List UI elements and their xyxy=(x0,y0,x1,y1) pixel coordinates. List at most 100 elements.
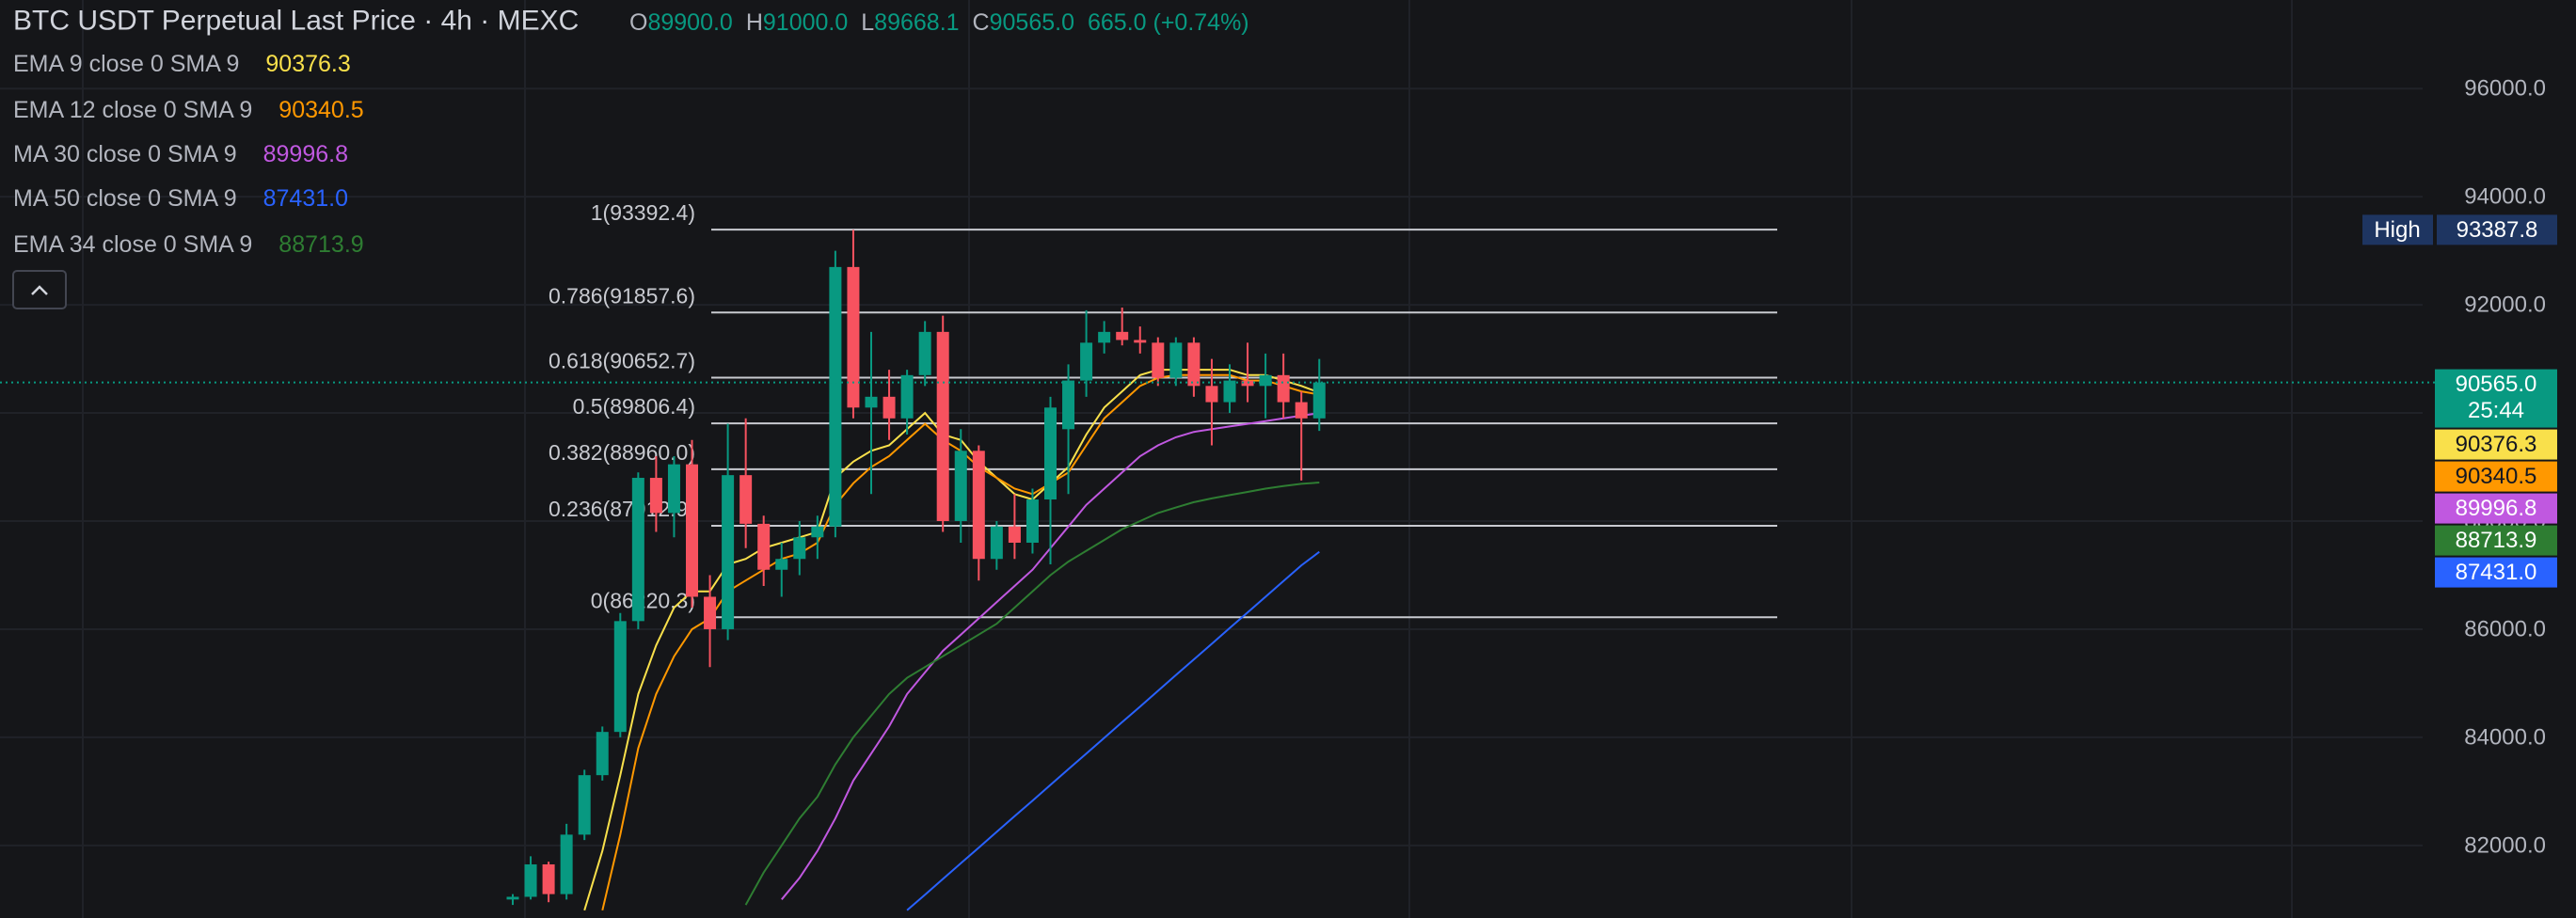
y-tick-label: 94000.0 xyxy=(2464,184,2546,210)
high-label-box xyxy=(2362,214,2433,245)
y-tick-label: 92000.0 xyxy=(2464,293,2546,318)
candle-body xyxy=(1205,386,1218,403)
candle-body xyxy=(739,475,753,524)
legend-name: MA 30 close 0 SMA 9 xyxy=(13,141,237,167)
legend: EMA 9 close 0 SMA 9 90376.3 EMA 12 close 0… xyxy=(13,51,364,258)
candle-body xyxy=(900,374,914,419)
candle-body xyxy=(1295,402,1308,419)
collapse-button[interactable] xyxy=(12,270,67,309)
change-value: 665.0 (+0.74%) xyxy=(1088,9,1249,36)
ohlc-letter: L xyxy=(861,9,874,36)
legend-name: EMA 12 close 0 SMA 9 xyxy=(13,97,252,123)
ma-price-value: 89996.8 xyxy=(2456,496,2537,521)
candle-body xyxy=(578,775,591,835)
candle-body xyxy=(631,478,644,622)
legend-value: 87431.0 xyxy=(263,185,348,212)
candle-body xyxy=(990,526,1003,560)
candle-body xyxy=(613,621,627,733)
chevron-up-icon[interactable] xyxy=(31,285,48,295)
price-axis: 82000.084000.086000.088000.090000.092000… xyxy=(0,76,2557,858)
candle-body xyxy=(1098,331,1111,343)
candle-body xyxy=(1062,380,1075,430)
countdown: 25:44 xyxy=(2468,398,2524,423)
candle-body xyxy=(972,451,985,560)
candle-body xyxy=(686,464,698,597)
candle-body xyxy=(1187,342,1201,387)
ma-price-tag xyxy=(2435,525,2557,556)
fib-level-label: 0.618(90652.7) xyxy=(549,349,695,373)
ohlc-letter: O xyxy=(629,9,647,36)
fib-level-label: 0.382(88960.0) xyxy=(549,440,695,465)
candle-body xyxy=(667,464,680,514)
ohlc-value: 91000.0 xyxy=(763,9,848,36)
candle-body xyxy=(649,478,662,514)
candle-body xyxy=(847,266,860,408)
candle-body xyxy=(560,834,573,894)
ohlc-value: 89900.0 xyxy=(647,9,732,36)
ma-line xyxy=(744,482,1320,906)
legend-name: MA 50 close 0 SMA 9 xyxy=(13,185,237,212)
fib-level-label: 1(93392.4) xyxy=(591,200,695,225)
legend-value: 88713.9 xyxy=(278,231,363,258)
ma-price-value: 87431.0 xyxy=(2456,560,2537,585)
ohlc-letter: H xyxy=(746,9,763,36)
chart-title: BTC USDT Perpetual Last Price · 4h · MEX… xyxy=(13,6,579,37)
candle-body xyxy=(1169,342,1183,378)
candle-body xyxy=(704,596,717,629)
ma-price-tag xyxy=(2435,493,2557,524)
ma-price-tag xyxy=(2435,461,2557,492)
y-tick-label: 82000.0 xyxy=(2464,832,2546,858)
candle-body xyxy=(1026,499,1039,544)
candle-body xyxy=(829,266,842,527)
candle-body xyxy=(811,526,824,538)
candle-body xyxy=(793,537,806,560)
candle-body xyxy=(722,475,735,629)
candle-body xyxy=(1259,374,1272,387)
ohlc-value: 89668.1 xyxy=(874,9,959,36)
button-frame[interactable] xyxy=(12,270,67,309)
header: BTC USDT Perpetual Last Price · 4h · MEX… xyxy=(13,6,1249,37)
fib-level-label: 0.5(89806.4) xyxy=(573,394,695,419)
ohlc-value: 90565.0 xyxy=(990,9,1074,36)
last-price-tag xyxy=(2435,369,2557,428)
last-price-value: 90565.0 xyxy=(2456,372,2537,397)
y-tick-label: 96000.0 xyxy=(2464,76,2546,102)
legend-value: 90376.3 xyxy=(265,51,350,77)
candle-body xyxy=(1223,380,1236,403)
y-tick-label: 86000.0 xyxy=(2464,616,2546,641)
ma-price-value: 88713.9 xyxy=(2456,528,2537,553)
candle-body xyxy=(757,523,771,570)
candle-body xyxy=(1312,382,1326,419)
ma-price-tag xyxy=(2435,429,2557,460)
candle-body xyxy=(865,396,878,408)
candles xyxy=(506,230,1326,906)
candle-body xyxy=(1277,374,1290,403)
ma-price-value: 90376.3 xyxy=(2456,432,2537,457)
fib-level-label: 0.786(91857.6) xyxy=(549,283,695,308)
ma-line xyxy=(906,550,1320,911)
candle-body xyxy=(1008,526,1021,544)
legend-name: EMA 34 close 0 SMA 9 xyxy=(13,231,252,258)
candle-body xyxy=(1080,342,1093,381)
legend-value: 90340.5 xyxy=(278,97,363,123)
candle-body xyxy=(936,331,949,522)
candle-body xyxy=(954,451,967,522)
high-value-box xyxy=(2437,214,2557,245)
candle-body xyxy=(524,863,537,897)
candle-body xyxy=(542,863,555,894)
candle-body xyxy=(1134,340,1147,343)
y-tick-label: 84000.0 xyxy=(2464,724,2546,750)
candle-body xyxy=(506,896,519,900)
candle-body xyxy=(1116,331,1129,340)
legend-name: EMA 9 close 0 SMA 9 xyxy=(13,51,239,77)
ma-price-value: 90340.5 xyxy=(2456,464,2537,489)
grid xyxy=(0,87,2423,847)
candle-body xyxy=(883,396,896,419)
ohlc-letter: C xyxy=(973,9,990,36)
candle-body xyxy=(775,559,788,570)
ma-price-tag xyxy=(2435,557,2557,588)
candle-body xyxy=(918,331,931,375)
